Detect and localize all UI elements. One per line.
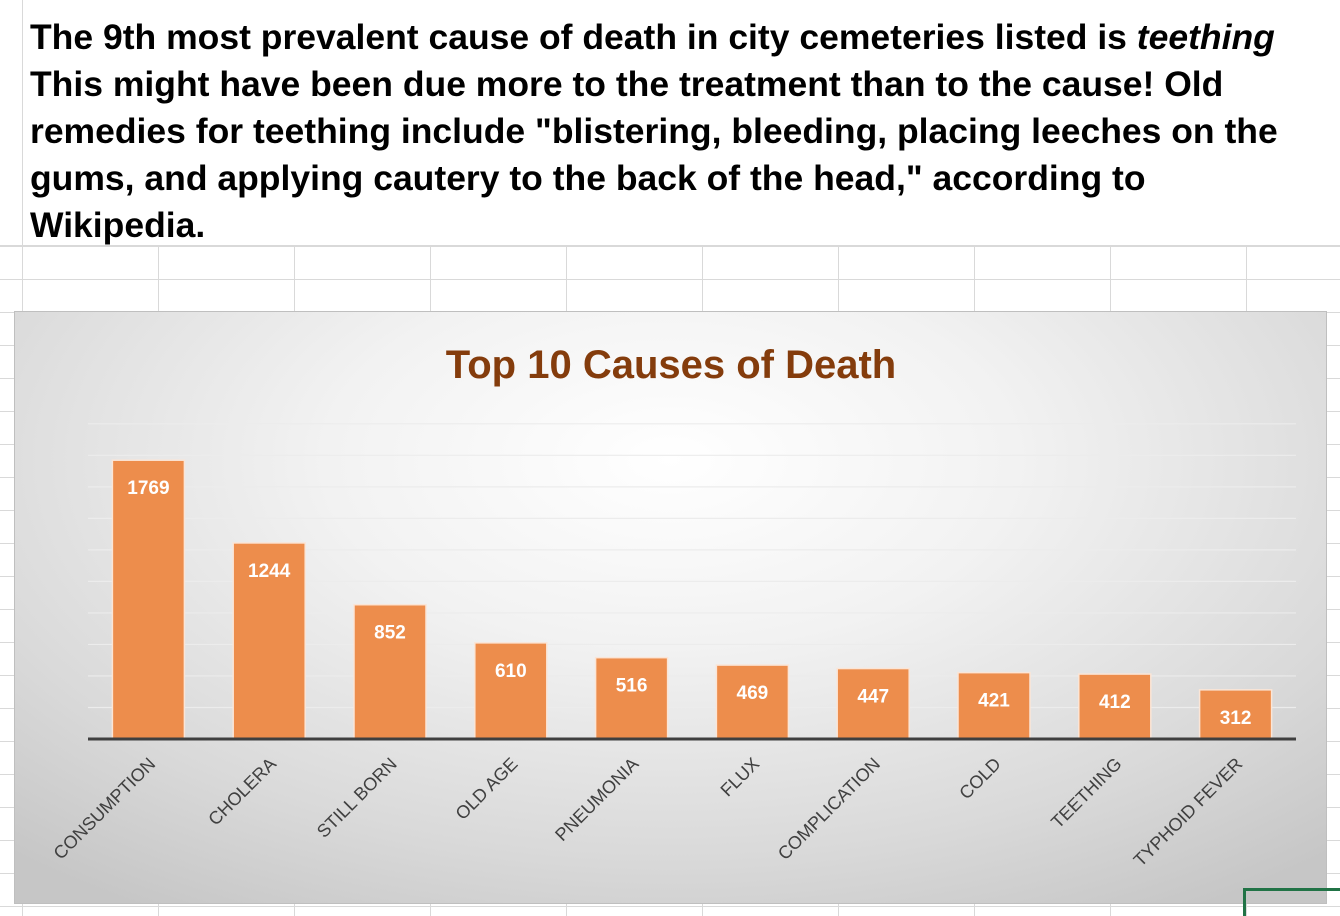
data-labels: 1769 1244 852 610 516 469 447 421 412 312: [127, 478, 1251, 729]
note-line-2: This might have been due more to the tre…: [30, 64, 1224, 104]
chart-area[interactable]: Top 10 Causes of Death 1769 1244 852 610 516…: [14, 311, 1327, 904]
data-label-complication: 447: [857, 687, 889, 708]
note-line-4: gums, and applying cautery to the back o…: [30, 158, 1146, 198]
tick-label-complication: COMPLICATION: [774, 754, 884, 864]
bar-old-age[interactable]: [474, 642, 548, 740]
bar-consumption[interactable]: [111, 459, 186, 740]
bar-teething[interactable]: [1078, 673, 1152, 740]
data-label-still-born: 852: [374, 623, 406, 644]
note-line-3: remedies for teething include "blisterin…: [30, 111, 1278, 151]
data-label-old-age: 610: [495, 661, 527, 682]
data-label-cholera: 1244: [248, 561, 291, 582]
note-line-5: Wikipedia.: [30, 205, 206, 245]
tick-label-pneumonia: PNEUMONIA: [551, 754, 642, 845]
tick-label-teething: TEETHING: [1047, 754, 1125, 832]
category-axis-labels: CONSUMPTION CHOLERA STILL BORN OLD AGE PNEUM…: [50, 754, 1247, 871]
bar-chart: Top 10 Causes of Death 1769 1244 852 610 516…: [50, 343, 1296, 871]
tick-label-consumption: CONSUMPTION: [50, 754, 160, 864]
bar-typhoid-fever[interactable]: [1198, 689, 1273, 740]
bar-still-born[interactable]: [353, 603, 427, 740]
bar-cold[interactable]: [957, 671, 1031, 740]
bar-pneumonia[interactable]: [594, 656, 669, 740]
data-label-consumption: 1769: [127, 478, 169, 499]
tick-label-flux: FLUX: [717, 754, 764, 801]
bars: [111, 459, 1273, 740]
data-label-cold: 421: [978, 691, 1010, 712]
bar-cholera[interactable]: [232, 542, 306, 740]
note-line-1: The 9th most prevalent cause of death in…: [30, 14, 1340, 61]
note-emphasis-teething: teething: [1136, 17, 1275, 57]
data-label-typhoid-fever: 312: [1220, 708, 1252, 729]
tick-label-typhoid-fever: TYPHOID FEVER: [1130, 754, 1247, 871]
data-label-pneumonia: 516: [616, 676, 648, 697]
tick-label-cold: COLD: [955, 754, 1005, 804]
bar-complication[interactable]: [836, 667, 910, 740]
data-label-flux: 469: [737, 683, 769, 704]
tick-label-old-age: OLD AGE: [452, 754, 522, 824]
active-cell-selection[interactable]: [1243, 888, 1340, 916]
tick-label-cholera: CHOLERA: [204, 754, 280, 830]
chart-title: Top 10 Causes of Death: [446, 343, 896, 387]
tick-label-still-born: STILL BORN: [313, 754, 401, 842]
data-label-teething: 412: [1099, 692, 1131, 713]
bar-flux[interactable]: [715, 664, 790, 740]
text-note-cell[interactable]: The 9th most prevalent cause of death in…: [0, 0, 1340, 246]
note-line-1-text: The 9th most prevalent cause of death in…: [30, 17, 1137, 57]
note-text: The 9th most prevalent cause of death in…: [30, 14, 1340, 249]
